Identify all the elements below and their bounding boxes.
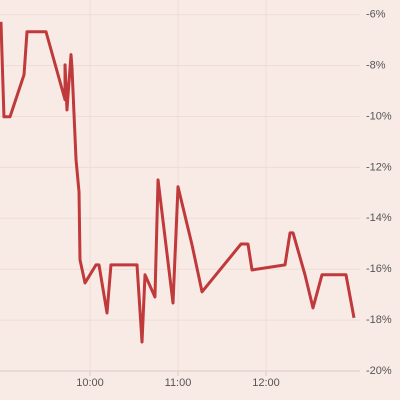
y-tick-label: -20%	[366, 365, 392, 377]
y-tick-label: -18%	[366, 314, 392, 326]
y-tick-label: -14%	[366, 212, 392, 224]
y-tick-label: -16%	[366, 263, 392, 275]
y-tick-label: -12%	[366, 161, 392, 173]
x-tick-label: 11:00	[165, 377, 192, 389]
line-series	[0, 21, 356, 344]
y-tick-label: -8%	[366, 60, 386, 72]
x-tick-label: 10:00	[76, 377, 104, 389]
y-tick-label: -10%	[366, 110, 392, 122]
y-tick-label: -6%	[366, 9, 386, 21]
x-tick-label: 12:00	[252, 377, 280, 389]
